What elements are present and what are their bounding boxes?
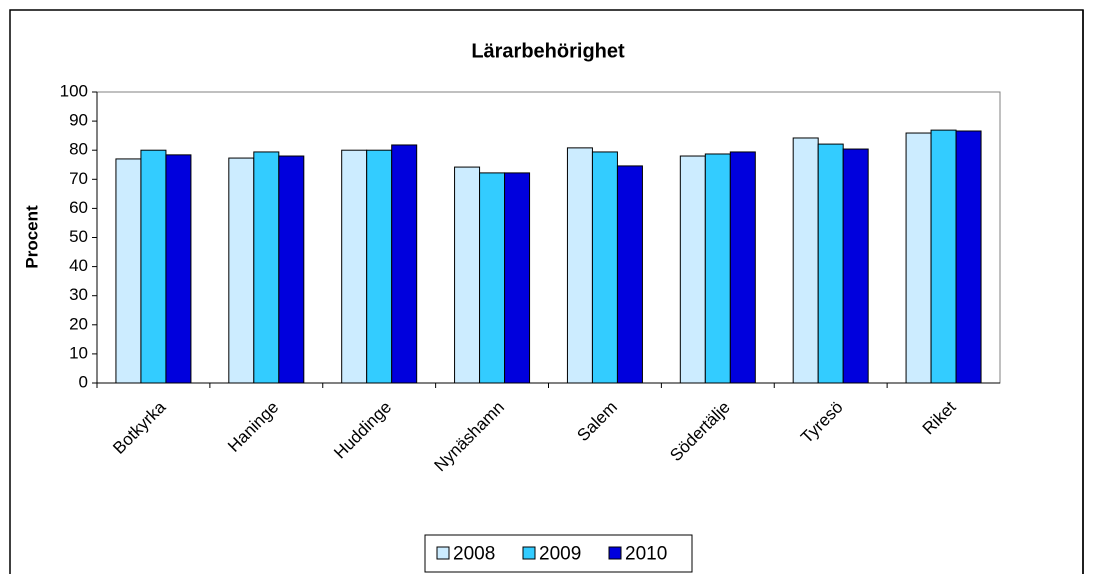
bar xyxy=(504,172,531,384)
y-tick-label: 100 xyxy=(60,81,88,100)
bar xyxy=(817,143,844,384)
chart-title: Lärarbehörighet xyxy=(471,40,625,62)
bar xyxy=(842,148,869,384)
legend-swatch xyxy=(608,546,622,560)
bar xyxy=(278,155,305,384)
y-tick-label: 70 xyxy=(69,169,88,188)
bar xyxy=(591,151,618,384)
y-tick-label: 60 xyxy=(69,198,88,217)
legend-swatch xyxy=(522,546,536,560)
bar xyxy=(228,157,255,384)
y-tick-label: 40 xyxy=(69,256,88,275)
y-tick-label: 90 xyxy=(69,111,88,130)
bar xyxy=(115,158,142,384)
bar xyxy=(454,166,481,384)
legend-box xyxy=(424,534,693,573)
y-tick-label: 10 xyxy=(69,343,88,362)
y-axis-label: Procent xyxy=(22,205,41,269)
bar xyxy=(253,151,280,384)
bar xyxy=(366,149,393,384)
bar xyxy=(140,149,167,384)
y-tick-label: 0 xyxy=(79,372,88,391)
legend-label: 2008 xyxy=(453,544,495,565)
y-tick-label: 80 xyxy=(69,140,88,159)
bar xyxy=(729,151,756,384)
y-tick-label: 20 xyxy=(69,314,88,333)
bar xyxy=(391,144,418,384)
legend-label: 2010 xyxy=(625,544,667,565)
bar xyxy=(792,137,819,384)
bar xyxy=(165,154,192,384)
y-tick-label: 50 xyxy=(69,227,88,246)
bar xyxy=(930,129,957,384)
bar xyxy=(341,149,368,384)
bar xyxy=(566,147,593,384)
bar xyxy=(955,130,982,384)
legend-label: 2009 xyxy=(539,544,581,565)
bar xyxy=(905,132,932,384)
y-tick-label: 30 xyxy=(69,285,88,304)
bar xyxy=(616,165,643,384)
bar xyxy=(704,153,731,384)
legend-swatch xyxy=(436,546,450,560)
bar xyxy=(679,155,706,384)
bar xyxy=(479,172,506,384)
